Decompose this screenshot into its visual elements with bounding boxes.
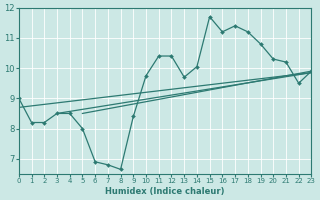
X-axis label: Humidex (Indice chaleur): Humidex (Indice chaleur) (105, 187, 225, 196)
